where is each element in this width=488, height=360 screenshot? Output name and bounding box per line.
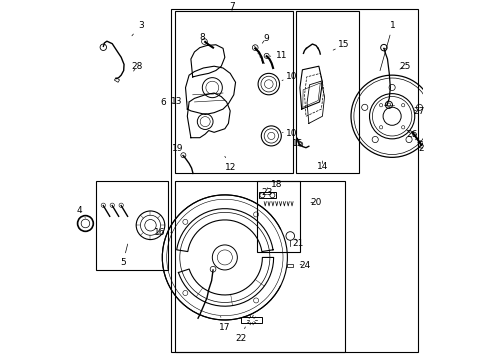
Text: 8: 8 (199, 33, 207, 44)
Bar (174, 181, 344, 352)
Text: 3: 3 (132, 21, 143, 36)
Text: 14: 14 (316, 161, 327, 171)
Text: 26: 26 (405, 130, 417, 139)
Text: 19: 19 (171, 144, 184, 156)
Text: 10: 10 (282, 129, 297, 138)
Text: 22: 22 (235, 327, 246, 343)
Text: 12: 12 (224, 156, 236, 172)
Bar (241, 317, 262, 323)
Text: 28: 28 (131, 62, 142, 71)
Bar (96, 181, 167, 270)
Bar (114, 78, 119, 82)
Bar (287, 264, 292, 267)
Text: 20: 20 (310, 198, 321, 207)
Text: 23: 23 (261, 188, 272, 197)
Bar (257, 181, 299, 252)
Text: 1: 1 (379, 21, 395, 71)
Text: 21: 21 (292, 239, 303, 248)
Text: 10: 10 (282, 72, 297, 81)
Text: 9: 9 (262, 34, 268, 43)
Text: 16: 16 (153, 228, 172, 237)
Text: 18: 18 (270, 180, 282, 189)
Text: 13: 13 (170, 98, 188, 107)
Text: 6: 6 (160, 98, 172, 107)
Text: 17: 17 (219, 316, 230, 332)
Bar (258, 192, 275, 198)
Text: 15: 15 (332, 40, 349, 50)
Text: 27: 27 (412, 107, 424, 116)
Bar (296, 11, 358, 174)
Bar (171, 9, 417, 352)
Text: 25: 25 (399, 62, 410, 71)
Text: 15: 15 (291, 139, 303, 148)
Text: 5: 5 (120, 244, 127, 267)
Text: 24: 24 (298, 261, 309, 270)
Text: 2: 2 (418, 138, 424, 153)
Text: 4: 4 (77, 207, 85, 218)
Text: 11: 11 (270, 51, 287, 60)
Bar (174, 11, 292, 174)
Text: 7: 7 (229, 2, 234, 11)
